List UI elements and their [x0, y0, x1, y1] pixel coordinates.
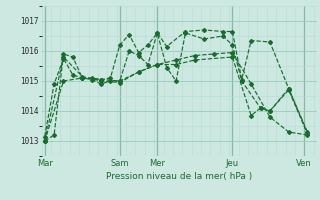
X-axis label: Pression niveau de la mer( hPa ): Pression niveau de la mer( hPa ) [106, 172, 252, 181]
